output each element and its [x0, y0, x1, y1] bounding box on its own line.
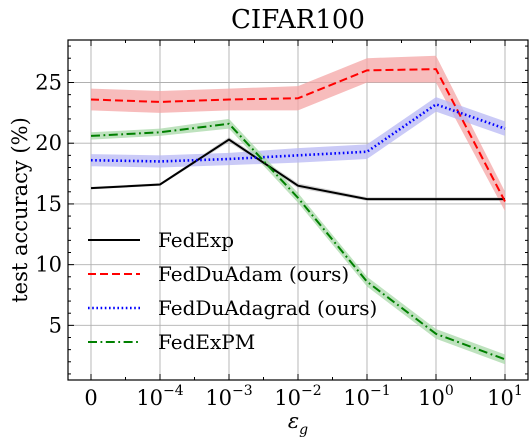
- series-line-fedduadam: [90, 68, 506, 202]
- x-tick-label: 10−3: [205, 383, 252, 410]
- y-tick-label: 25: [35, 71, 62, 95]
- series-line-fedduadagrad: [90, 102, 506, 163]
- series-line-fedexp: [90, 138, 505, 201]
- y-tick-labels: 5 10 15 20 25: [35, 71, 62, 338]
- series-lines: [90, 68, 506, 361]
- x-tick-labels: 0 10−4 10−3 10−2 10−1 100 101: [84, 383, 523, 410]
- x-tick-label: 10−1: [343, 383, 390, 410]
- y-tick-label: 10: [35, 253, 62, 277]
- confidence-bands: [91, 55, 505, 365]
- legend-label: FedDuAdagrad (ours): [158, 296, 377, 320]
- x-tick-label: 100: [418, 383, 454, 410]
- x-axis-label: εg: [288, 409, 308, 438]
- series-line-fedexpm: [90, 122, 506, 361]
- y-axis-label: test accuracy (%): [8, 117, 32, 303]
- band-fedduadagrad: [91, 97, 505, 168]
- legend: FedExp FedDuAdam (ours) FedDuAdagrad (ours…: [88, 228, 377, 354]
- band-fedexpm: [91, 118, 505, 365]
- y-tick-label: 20: [35, 131, 62, 155]
- chart-title: CIFAR100: [231, 5, 365, 35]
- y-tick-label: 15: [35, 192, 62, 216]
- legend-label: FedExp: [158, 228, 234, 252]
- x-axis-label-sub: g: [299, 422, 308, 438]
- band-fedexp: [91, 137, 505, 201]
- legend-label: FedDuAdam (ours): [158, 262, 349, 286]
- x-axis-label-main: ε: [288, 409, 299, 433]
- x-tick-label: 101: [487, 383, 523, 410]
- axis-ticks: [68, 40, 528, 380]
- legend-label: FedExPM: [158, 330, 255, 354]
- band-fedduadam: [91, 55, 505, 212]
- x-tick-label: 10−2: [274, 383, 321, 410]
- x-tick-label: 10−4: [136, 383, 183, 410]
- y-tick-label: 5: [49, 313, 62, 337]
- x-tick-label: 0: [84, 386, 97, 410]
